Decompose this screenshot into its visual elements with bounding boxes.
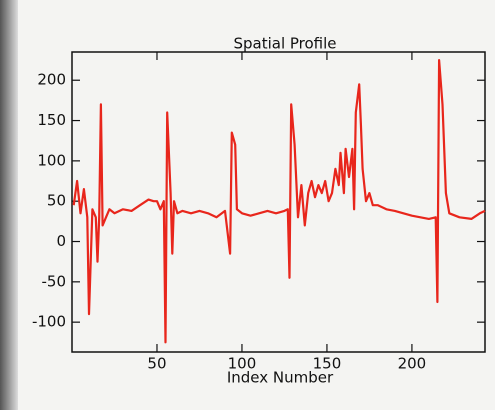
x-tick-label: 100 [228,355,257,373]
x-tick-label: 150 [313,355,342,373]
data-line [72,58,486,344]
plot-frame [71,51,486,353]
y-tick-label: -50 [42,272,67,290]
x-tick-label: 50 [147,355,166,373]
image-strip [0,0,18,410]
chart-title: Spatial Profile [233,35,336,53]
y-tick-label: 0 [56,232,66,250]
x-tick-label: 200 [398,355,427,373]
y-tick-label: 100 [37,151,66,169]
y-tick-label: 150 [37,111,66,129]
x-axis-label: Index Number [227,369,334,387]
y-tick-label: -100 [32,313,66,331]
y-tick-label: 50 [47,192,66,210]
y-tick-label: 200 [37,71,66,89]
